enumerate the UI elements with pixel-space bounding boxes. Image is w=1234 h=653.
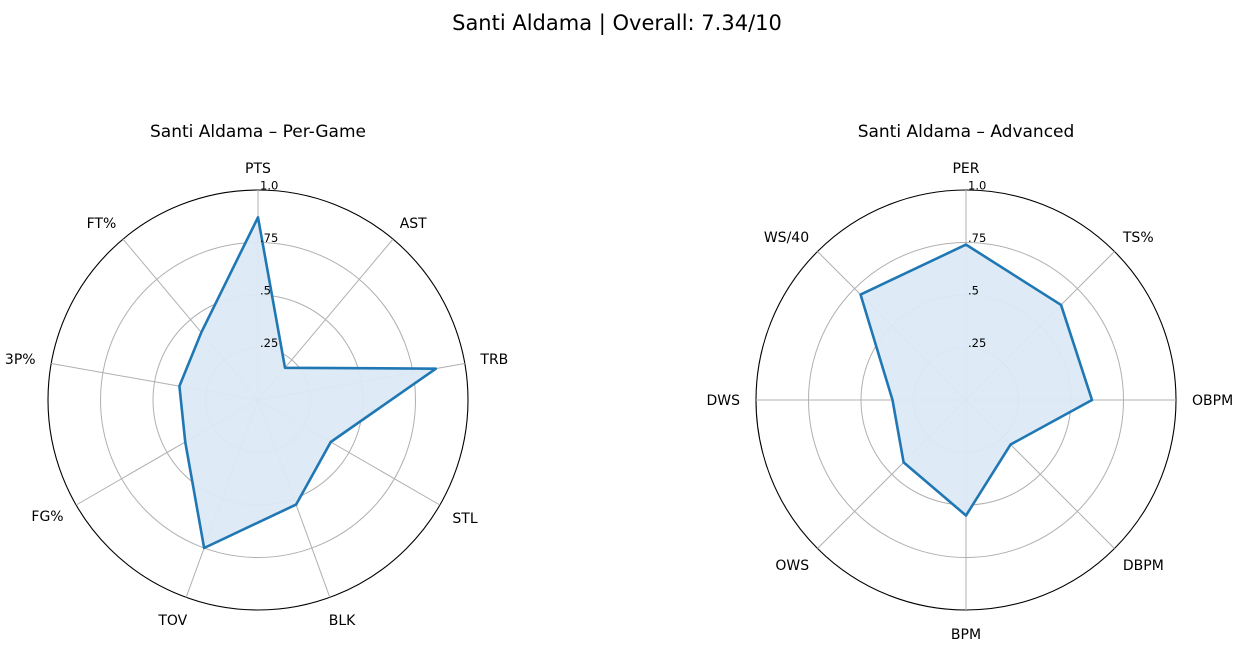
panel-title-per-game: Santi Aldama – Per-Game bbox=[150, 122, 366, 142]
category-label-trb: TRB bbox=[479, 352, 508, 368]
category-label-ws-40: WS/40 bbox=[764, 230, 809, 246]
category-label-dws: DWS bbox=[706, 393, 740, 409]
panel-title-advanced: Santi Aldama – Advanced bbox=[858, 122, 1075, 142]
category-label-pts: PTS bbox=[245, 161, 271, 177]
category-label-bpm: BPM bbox=[951, 627, 981, 643]
category-label-ows: OWS bbox=[775, 558, 809, 574]
category-label-per: PER bbox=[952, 161, 979, 177]
radial-tick-label: .25 bbox=[968, 336, 986, 350]
category-label-blk: BLK bbox=[329, 613, 356, 629]
radar-panel-advanced: Santi Aldama – Advanced .25 .5 .75 1.0 PER TS… bbox=[706, 122, 1233, 643]
radar-area-fill bbox=[179, 217, 436, 549]
category-label-3p-pct: 3P% bbox=[5, 352, 36, 368]
category-label-obpm: OBPM bbox=[1192, 393, 1233, 409]
radial-tick-label: 1.0 bbox=[968, 179, 986, 193]
category-label-ts-pct: TS% bbox=[1122, 230, 1154, 246]
radar-area-fill bbox=[860, 244, 1092, 516]
category-label-ast: AST bbox=[400, 216, 427, 232]
radial-tick-label: .75 bbox=[968, 231, 986, 245]
radar-panel-per-game: Santi Aldama – Per-Game .25 .5 .75 1.0 PTS AS… bbox=[5, 122, 508, 629]
radial-tick-label: .5 bbox=[968, 284, 979, 298]
category-label-fg-pct: FG% bbox=[31, 509, 63, 525]
figure-title: Santi Aldama | Overall: 7.34/10 bbox=[452, 11, 782, 36]
category-label-stl: STL bbox=[452, 511, 477, 527]
radial-tick-label: .75 bbox=[260, 231, 278, 245]
category-label-ft-pct: FT% bbox=[87, 216, 117, 232]
category-label-dbpm: DBPM bbox=[1123, 558, 1164, 574]
category-label-tov: TOV bbox=[157, 613, 187, 629]
radar-series-line bbox=[178, 216, 438, 550]
radial-tick-label: .25 bbox=[260, 336, 278, 350]
radar-series-line bbox=[859, 243, 1094, 517]
radial-tick-label: 1.0 bbox=[260, 179, 278, 193]
radial-tick-label: .5 bbox=[260, 284, 271, 298]
